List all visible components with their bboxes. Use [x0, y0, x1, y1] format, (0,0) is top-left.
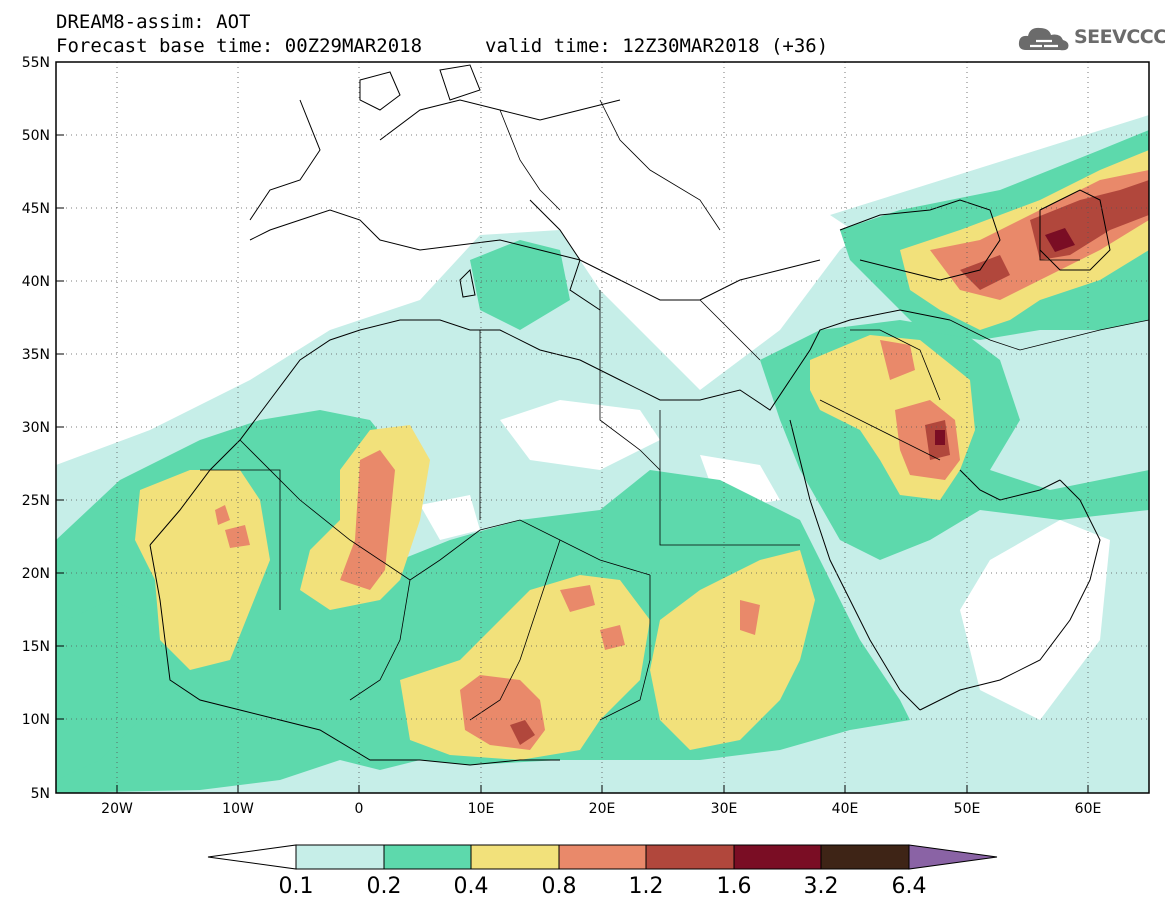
colorbar: 0.1 0.2 0.4 0.8 1.2 1.6 3.2 6.4: [207, 844, 998, 899]
lon-label: 10E: [468, 801, 495, 817]
colorbar-label: 0.1: [279, 874, 314, 899]
longitude-labels: 20W 10W 0 10E 20E 30E 40E 50E 60E: [101, 801, 1101, 817]
lat-label: 35N: [22, 347, 50, 363]
colorbar-label: 0.4: [454, 874, 489, 899]
lon-label: 10W: [222, 801, 254, 817]
lat-label: 5N: [31, 786, 50, 802]
lat-label: 50N: [22, 128, 50, 144]
lat-label: 15N: [22, 639, 50, 655]
lon-label: 30E: [711, 801, 738, 817]
colorbar-label: 3.2: [804, 874, 839, 899]
country-borders: [200, 99, 1149, 721]
logo-text: SEEVCCC: [1074, 26, 1165, 48]
aot-band-0.4: [135, 150, 1149, 760]
valid-time: valid time: 12Z30MAR2018 (+36): [485, 35, 829, 57]
forecast-base-time: Forecast base time: 00Z29MAR2018: [56, 35, 423, 57]
lat-label: 45N: [22, 201, 50, 217]
colorbar-swatch: [295, 844, 385, 870]
colorbar-label: 6.4: [892, 874, 927, 899]
lon-label: 50E: [954, 801, 981, 817]
lat-label: 20N: [22, 566, 50, 582]
lon-label: 20W: [101, 801, 133, 817]
lon-label: 0: [355, 801, 364, 817]
colorbar-swatch: [470, 844, 560, 870]
aot-field: [56, 62, 1149, 793]
latitude-labels: 55N 50N 45N 40N 35N 30N 25N 20N 15N 10N …: [22, 55, 50, 802]
colorbar-swatch: [733, 844, 822, 870]
coastlines: [149, 64, 1111, 766]
aot-band-1.6: [935, 228, 1075, 445]
colorbar-swatch: [820, 844, 910, 870]
lat-label: 55N: [22, 55, 50, 71]
lon-label: 20E: [589, 801, 616, 817]
colorbar-label: 0.8: [542, 874, 577, 899]
colorbar-label: 1.6: [717, 874, 752, 899]
colorbar-label: 1.2: [629, 874, 664, 899]
colorbar-extend-high: [908, 844, 998, 870]
lat-label: 10N: [22, 712, 50, 728]
colorbar-swatch: [383, 844, 472, 870]
seevccc-logo: SEEVCCC: [1016, 22, 1165, 58]
axis-ticks: [56, 61, 1089, 794]
colorbar-swatch: [558, 844, 647, 870]
aot-holes: [420, 400, 1110, 720]
colorbar-extend-low: [207, 844, 297, 870]
lat-label: 40N: [22, 274, 50, 290]
map-title: DREAM8-assim: AOT: [56, 11, 251, 33]
lon-label: 40E: [832, 801, 859, 817]
colorbar-label: 0.2: [367, 874, 402, 899]
graticule: [56, 62, 1149, 793]
colorbar-swatch: [645, 844, 735, 870]
lon-label: 60E: [1075, 801, 1102, 817]
cloud-icon: [1018, 27, 1069, 51]
lat-label: 30N: [22, 420, 50, 436]
lat-label: 25N: [22, 493, 50, 509]
